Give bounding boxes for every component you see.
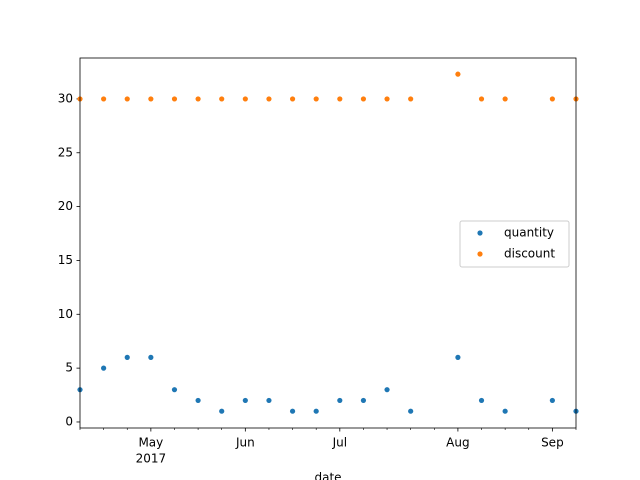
point — [360, 96, 367, 102]
point — [289, 96, 296, 102]
point — [266, 397, 272, 404]
point — [384, 96, 390, 102]
y-tick-label: 5 — [65, 361, 73, 375]
point — [124, 96, 130, 102]
point — [242, 96, 248, 102]
point — [171, 387, 178, 393]
y-tick-label: 10 — [58, 307, 73, 321]
point — [219, 96, 225, 102]
point — [478, 397, 485, 404]
point — [124, 354, 130, 360]
legend-marker — [477, 251, 483, 257]
y-tick-label: 0 — [65, 414, 73, 428]
x-tick-year: 2017 — [136, 452, 167, 466]
point — [171, 96, 178, 102]
point — [502, 96, 508, 102]
y-tick-label: 15 — [58, 253, 73, 267]
point — [195, 397, 201, 404]
x-tick-label: May — [138, 436, 163, 450]
point — [360, 397, 367, 404]
point — [337, 96, 343, 102]
point — [408, 408, 414, 414]
legend-label: quantity — [504, 226, 554, 240]
point — [219, 408, 225, 414]
legend-label: discount — [504, 247, 555, 261]
point — [242, 397, 248, 404]
point — [408, 96, 414, 102]
point — [148, 96, 154, 102]
point — [549, 397, 555, 404]
point — [384, 387, 390, 393]
point — [337, 397, 343, 404]
point — [502, 408, 508, 414]
point — [101, 365, 107, 371]
point — [289, 408, 296, 414]
point — [313, 96, 319, 102]
legend-box — [459, 220, 570, 268]
point — [549, 96, 555, 102]
point — [455, 354, 461, 360]
y-tick-label: 25 — [58, 145, 73, 159]
x-tick-label: Jul — [332, 436, 347, 450]
point — [455, 71, 461, 77]
legend-marker — [477, 230, 483, 236]
point — [195, 96, 201, 102]
point — [478, 96, 485, 102]
y-tick-label: 20 — [58, 199, 73, 213]
y-tick-label: 30 — [58, 91, 73, 105]
x-tick-label: Sep — [541, 436, 564, 450]
x-tick-label: Aug — [446, 436, 469, 450]
point — [313, 408, 319, 414]
point — [266, 96, 272, 102]
plot-frame — [79, 57, 577, 429]
x-tick-label: Jun — [235, 436, 255, 450]
x-axis-label: date — [314, 471, 341, 480]
point — [148, 354, 154, 360]
point — [101, 96, 107, 102]
